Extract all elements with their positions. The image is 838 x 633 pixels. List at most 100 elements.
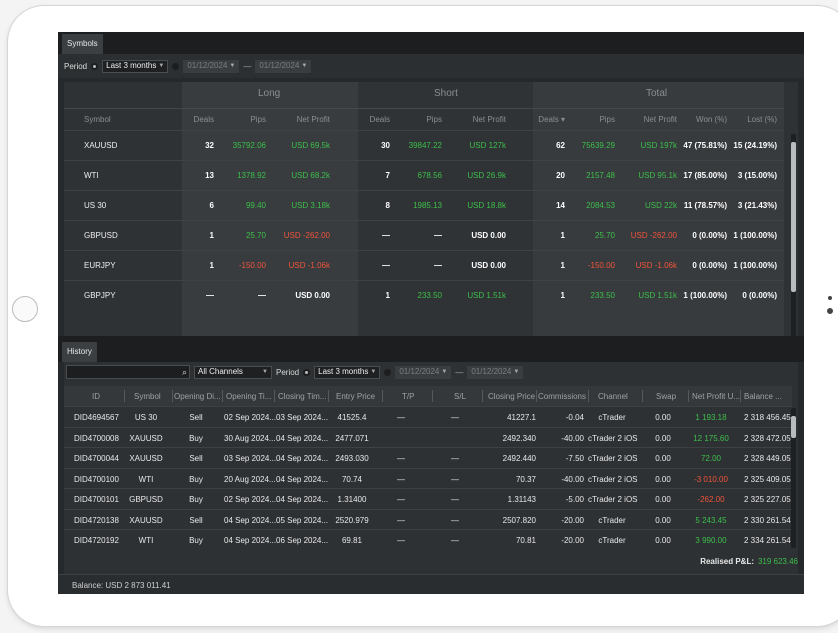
history-footer: Realised P&L: 319 623.46: [64, 552, 798, 572]
col-won[interactable]: Won (%): [696, 115, 727, 124]
col-lost[interactable]: Lost (%): [747, 115, 777, 124]
symbols-tabbar: Symbols: [58, 32, 804, 54]
channel-select[interactable]: All Channels ▼: [194, 365, 272, 379]
symbol-row[interactable]: WTI 13 1378.92 USD 68.2k 7 678.56 USD 26.9k 20 2…: [64, 160, 784, 190]
history-date-from[interactable]: 01/12/2024 ▼: [395, 365, 452, 379]
history-col-header[interactable]: Balance ...: [744, 392, 782, 401]
symbol-cell-t-deals: 1: [560, 261, 565, 270]
col-total-deals[interactable]: Deals ▾: [538, 115, 565, 124]
history-col-header[interactable]: Swap: [656, 392, 677, 401]
history-cell-open: 04 Sep 2024...: [224, 515, 277, 525]
period-radio-custom[interactable]: [172, 62, 180, 70]
period-radio-range[interactable]: [91, 62, 99, 70]
col-total-profit[interactable]: Net Profit: [643, 115, 677, 124]
home-button[interactable]: [12, 296, 38, 322]
column-divider[interactable]: [124, 390, 125, 402]
column-divider[interactable]: [642, 390, 643, 402]
symbol-row[interactable]: GBPUSD 1 25.70 USD -262.00 — — USD 0.00 1 25.70 U…: [64, 220, 784, 250]
col-long-profit[interactable]: Net Profit: [296, 115, 330, 124]
column-divider[interactable]: [222, 390, 223, 402]
history-cell-profit: 5 243.45: [695, 515, 727, 525]
history-cell-dir: Sell: [189, 515, 203, 525]
tab-symbols[interactable]: Symbols: [62, 34, 103, 54]
history-cell-symbol: XAUUSD: [129, 433, 163, 443]
column-divider[interactable]: [482, 390, 483, 402]
history-col-header[interactable]: Closing Price: [488, 392, 536, 401]
history-row[interactable]: DID4700044 XAUUSD Sell 03 Sep 2024... 04 Sep…: [64, 447, 792, 467]
history-radio-custom[interactable]: [384, 368, 392, 376]
history-cell-swap: 0.00: [655, 413, 671, 422]
column-divider[interactable]: [688, 390, 689, 402]
date-from-picker[interactable]: 01/12/2024 ▼: [183, 59, 240, 73]
symbol-cell-t-pips: 75639.29: [581, 141, 615, 150]
date-to-picker[interactable]: 01/12/2024 ▼: [255, 59, 312, 73]
history-cell-sl: —: [451, 536, 459, 545]
symbol-cell-t-deals: 14: [556, 201, 565, 210]
history-radio-range[interactable]: [303, 368, 311, 376]
history-search-input[interactable]: ⌕: [66, 365, 190, 379]
history-row[interactable]: DID4700101 GBPUSD Buy 02 Sep 2024... 04 Sep …: [64, 488, 792, 508]
symbols-scrollbar[interactable]: [791, 134, 796, 356]
history-row[interactable]: DID4694567 US 30 Sell 02 Sep 2024... 03 Sep …: [64, 406, 792, 426]
column-divider[interactable]: [172, 390, 173, 402]
history-scroll-thumb[interactable]: [791, 416, 796, 438]
history-row[interactable]: DID4720138 XAUUSD Sell 04 Sep 2024... 05 Sep…: [64, 508, 792, 529]
period-range-select[interactable]: Last 3 months ▼: [102, 59, 169, 73]
col-total-pips[interactable]: Pips: [599, 115, 615, 124]
history-cell-close: 06 Sep 2024...: [276, 536, 329, 545]
history-col-header[interactable]: Net Profit U...: [692, 392, 741, 401]
col-long-deals[interactable]: Deals: [193, 115, 214, 124]
col-short-pips[interactable]: Pips: [426, 115, 442, 124]
column-divider[interactable]: [588, 390, 589, 402]
history-cell-tp: —: [397, 495, 405, 504]
column-divider[interactable]: [382, 390, 383, 402]
history-col-header[interactable]: Channel: [598, 392, 628, 401]
history-row[interactable]: DID4700100 WTI Buy 20 Aug 2024... 04 Sep 202…: [64, 467, 792, 488]
history-col-header[interactable]: Commissions: [538, 392, 587, 401]
symbol-row[interactable]: EURJPY 1 -150.00 USD -1.06k — — USD 0.00 1 -150.…: [64, 250, 784, 280]
column-divider[interactable]: [274, 390, 275, 402]
history-cell-swap: 0.00: [655, 433, 671, 443]
symbol-cell-t-deals: 1: [560, 291, 565, 300]
symbol-cell-lost: 15 (24.19%): [733, 141, 777, 150]
history-col-header[interactable]: ID: [92, 392, 100, 401]
history-col-header[interactable]: Closing Tim...: [278, 392, 327, 401]
history-range-select[interactable]: Last 3 months ▼: [314, 365, 381, 379]
app-screen: Symbols Period Last 3 months ▼ 01/12/2024…: [58, 32, 804, 594]
history-cell-sl: —: [451, 515, 459, 525]
col-short-profit[interactable]: Net Profit: [472, 115, 506, 124]
column-divider[interactable]: [328, 390, 329, 402]
col-short-deals[interactable]: Deals: [369, 115, 390, 124]
history-date-to[interactable]: 01/12/2024 ▼: [467, 365, 524, 379]
history-col-header[interactable]: Opening Di...: [174, 392, 221, 401]
symbol-row[interactable]: GBPJPY — — USD 0.00 1 233.50 USD 1.51k 1 233.50 U…: [64, 280, 784, 310]
history-col-header[interactable]: S/L: [454, 392, 467, 401]
symbol-row[interactable]: XAUUSD 32 35792.06 USD 69.5k 30 39847.22 USD 1…: [64, 130, 784, 160]
history-scrollbar[interactable]: [791, 408, 796, 548]
search-icon[interactable]: ⌕: [181, 367, 187, 377]
history-cell-entry: 2520.979: [335, 515, 369, 525]
history-date-to-value: 01/12/2024: [471, 367, 512, 376]
history-col-header[interactable]: T/P: [402, 392, 415, 401]
symbol-cell-s-deals: 30: [381, 141, 390, 150]
column-divider[interactable]: [432, 390, 433, 402]
column-divider[interactable]: [740, 390, 741, 402]
history-col-header[interactable]: Opening Ti...: [226, 392, 272, 401]
history-col-header[interactable]: Entry Price: [336, 392, 376, 401]
history-col-header[interactable]: Symbol: [134, 392, 161, 401]
symbol-cell-t-pips: 25.70: [594, 231, 615, 240]
history-row[interactable]: DID4700008 XAUUSD Buy 30 Aug 2024... 04 Sep …: [64, 426, 792, 447]
history-cell-channel: cTrader: [598, 413, 626, 422]
col-long-pips[interactable]: Pips: [250, 115, 266, 124]
col-symbol[interactable]: Symbol: [84, 115, 111, 124]
symbols-scroll-thumb[interactable]: [791, 142, 796, 292]
symbols-header-row: Symbol Deals Pips Net Profit Deals Pips …: [64, 108, 784, 130]
symbol-cell-t-deals: 1: [560, 231, 565, 240]
symbol-cell-t-pips: 2084.53: [586, 201, 615, 210]
symbol-cell-t-deals: 62: [556, 141, 565, 150]
history-row[interactable]: DID4720192 WTI Buy 04 Sep 2024... 06 Sep 202…: [64, 529, 792, 549]
column-divider[interactable]: [536, 390, 537, 402]
symbol-row[interactable]: US 30 6 99.40 USD 3.18k 8 1985.13 USD 18.8k 14 2…: [64, 190, 784, 220]
tab-history[interactable]: History: [62, 342, 97, 362]
history-cell-close: 04 Sep 2024...: [276, 474, 329, 484]
